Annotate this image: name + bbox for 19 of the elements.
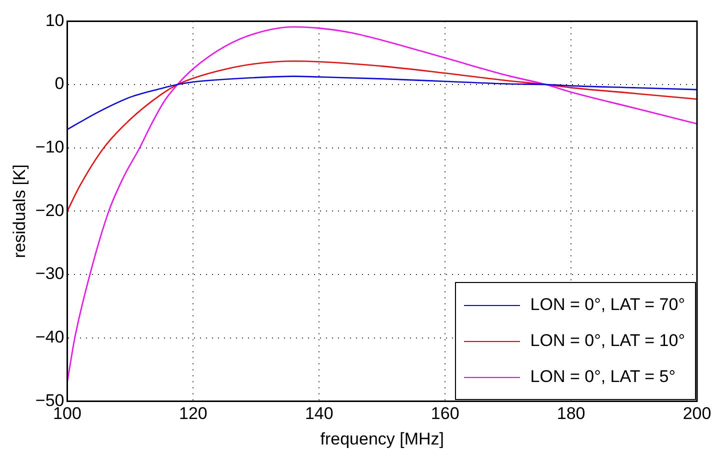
legend-label: LON = 0°, LAT = 70° — [530, 295, 685, 316]
y-tick-label: 0 — [54, 74, 64, 94]
x-tick-label: 180 — [556, 404, 586, 424]
y-tick-label: −40 — [35, 328, 64, 347]
line-series — [67, 26, 697, 383]
x-axis-title: frequency [MHz] — [320, 429, 444, 448]
y-tick-label: −30 — [35, 264, 64, 284]
y-tick-label: −20 — [35, 200, 64, 220]
line-series — [67, 76, 697, 130]
legend-label: LON = 0°, LAT = 5° — [530, 367, 676, 388]
x-tick-label: 160 — [430, 404, 460, 424]
x-tick-label: 200 — [682, 404, 712, 424]
y-axis-title: residuals [K] — [10, 164, 29, 258]
legend-label: LON = 0°, LAT = 10° — [530, 331, 685, 352]
line-series — [67, 60, 697, 212]
x-tick-label: 140 — [304, 404, 334, 424]
x-tick-label: 120 — [179, 404, 208, 424]
y-tick-label: 10 — [45, 10, 64, 30]
y-tick-label: −10 — [35, 138, 64, 157]
